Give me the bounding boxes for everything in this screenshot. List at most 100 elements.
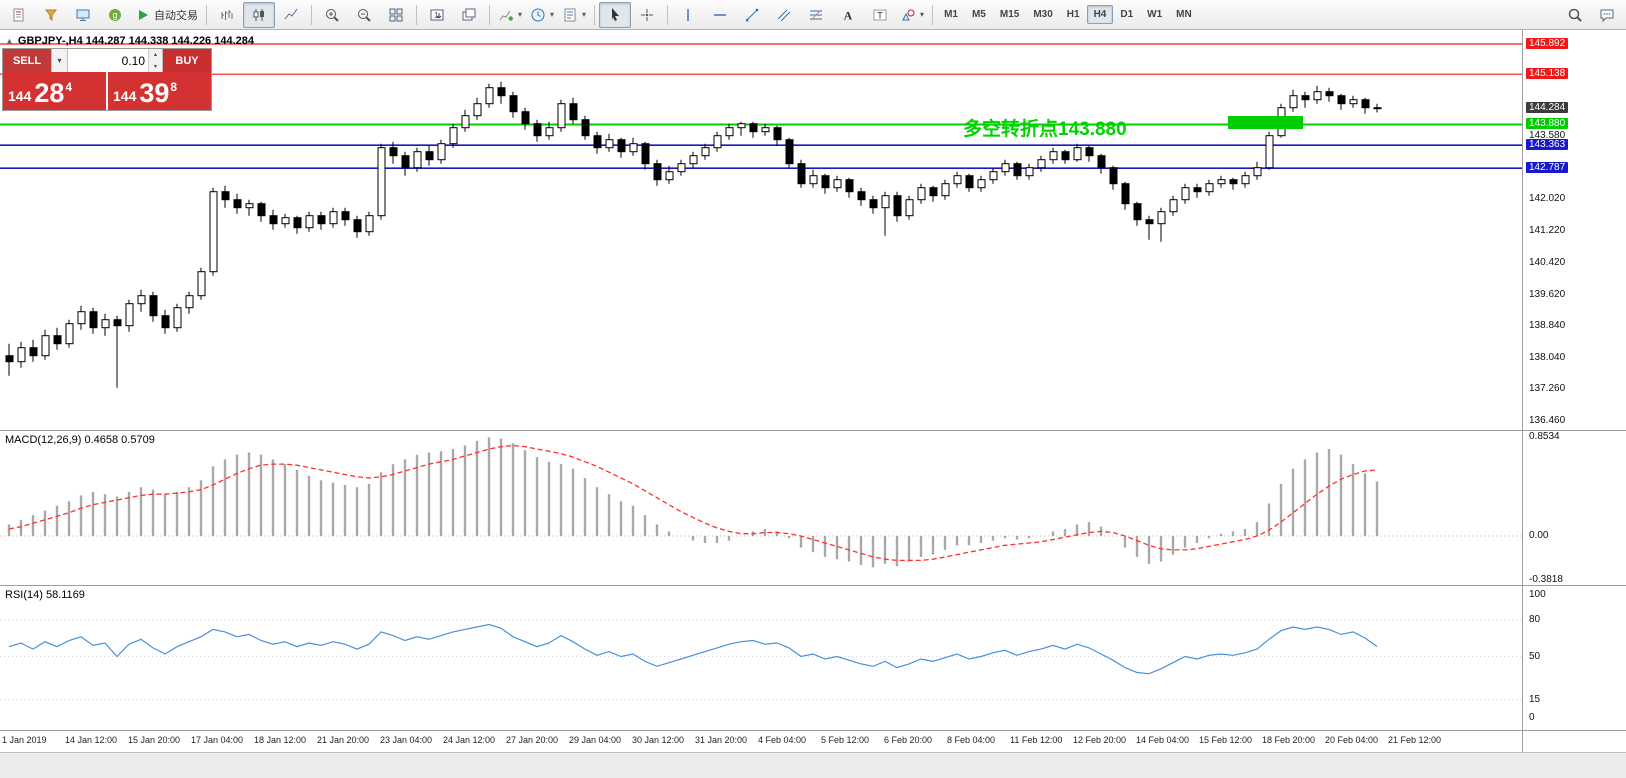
tile-windows-button[interactable] xyxy=(380,2,412,28)
zoom-out-button[interactable] xyxy=(348,2,380,28)
price-tick-label: 140.420 xyxy=(1529,256,1566,268)
price-level-label: 143.363 xyxy=(1526,139,1569,151)
timeframe-button-h1[interactable]: H1 xyxy=(1066,9,1080,20)
time-axis-label: 31 Jan 20:00 xyxy=(695,735,748,745)
crosshair-button[interactable] xyxy=(631,2,663,28)
order-type-dropdown[interactable]: ▾ xyxy=(51,49,68,72)
ask-price[interactable]: 144 39 8 xyxy=(108,72,211,110)
time-axis-label: 27 Jan 20:00 xyxy=(506,735,559,745)
timeframe-button-h4[interactable]: H4 xyxy=(1086,5,1114,24)
volume-up-button[interactable]: ▴ xyxy=(149,49,162,61)
candle-chart-button[interactable] xyxy=(243,1,275,28)
chat-button[interactable] xyxy=(1591,2,1623,28)
volume-down-button[interactable]: ▾ xyxy=(149,60,162,72)
chat-glyph xyxy=(1600,9,1614,22)
price-axis[interactable]: 145.892 145.138 143.880 143.363 142.787 144.2… xyxy=(1522,30,1626,752)
trendline-button[interactable] xyxy=(736,2,768,28)
bid-main: 144 xyxy=(8,88,32,104)
fibo-glyph xyxy=(810,9,823,20)
autotrade-button[interactable]: 自动交易 xyxy=(131,2,202,28)
time-axis-label: 6 Feb 20:00 xyxy=(884,735,933,745)
label-button[interactable]: T xyxy=(864,2,896,28)
bar-chart-button[interactable] xyxy=(211,2,243,28)
macd-axis-label: 0.8534 xyxy=(1529,431,1560,442)
vline-glyph xyxy=(687,8,689,21)
indicators-button[interactable]: ▾ xyxy=(494,2,526,28)
price-tick-label: 138.040 xyxy=(1529,352,1566,364)
time-axis-label: 12 Feb 20:00 xyxy=(1073,735,1127,745)
bid-price[interactable]: 144 28 4 xyxy=(3,72,106,110)
price-chart-canvas[interactable] xyxy=(0,30,1522,430)
macd-pane[interactable]: MACD(12,26,9) 0.4658 0.5709 xyxy=(0,430,1522,585)
bars-glyph xyxy=(221,9,233,20)
new-order-button[interactable] xyxy=(3,2,35,28)
ask-sup: 8 xyxy=(170,80,178,94)
horizontal-line-button[interactable] xyxy=(704,2,736,28)
rsi-axis-label: 15 xyxy=(1529,693,1541,705)
indicator-glyph xyxy=(499,10,513,21)
timeframe-button-m15[interactable]: M15 xyxy=(999,9,1020,20)
pane-separator[interactable] xyxy=(0,585,1626,586)
periods-button[interactable]: ▾ xyxy=(526,2,558,28)
timeframe-button-w1[interactable]: W1 xyxy=(1147,9,1163,20)
one-click-trading-panel: SELL ▾ ▴ ▾ BUY 144 28 4 144 xyxy=(2,48,212,111)
price-tick-label: 141.220 xyxy=(1529,224,1566,236)
channel-glyph xyxy=(777,9,791,21)
chart-ohlc-text: GBPJPY-,H4 144.287 144.338 144.226 144.2… xyxy=(17,35,254,47)
fibonacci-button[interactable] xyxy=(800,2,832,28)
chevron-down-icon: ▾ xyxy=(582,10,587,19)
time-axis-label: 5 Feb 12:00 xyxy=(821,735,870,745)
cursor-glyph xyxy=(612,7,620,21)
cursor-button[interactable] xyxy=(599,1,632,28)
price-chart-pane[interactable]: ▲ GBPJPY-,H4 144.287 144.338 144.226 144… xyxy=(0,30,1522,430)
templates-button[interactable]: ▾ xyxy=(558,2,590,28)
rsi-pane[interactable]: RSI(14) 58.1169 xyxy=(0,585,1522,730)
monitor-glyph xyxy=(76,9,90,21)
sell-button[interactable]: SELL xyxy=(3,49,51,72)
price-level-label: 145.892 xyxy=(1526,38,1569,49)
timeframe-button-mn[interactable]: MN xyxy=(1176,9,1192,20)
toolbar-separator xyxy=(667,4,669,25)
labelT-glyph: T xyxy=(873,9,887,20)
time-axis-label: 20 Feb 04:00 xyxy=(1325,735,1379,745)
alerts-button[interactable] xyxy=(35,2,67,28)
cascade-windows-button[interactable] xyxy=(453,2,485,28)
highlight-rect[interactable] xyxy=(1228,116,1303,129)
time-axis-label: 15 Feb 12:00 xyxy=(1199,735,1253,745)
time-axis-label: 1 Jan 2019 xyxy=(2,735,47,745)
price-tick-label: 136.460 xyxy=(1529,415,1566,427)
channel-button[interactable] xyxy=(768,2,800,28)
buy-button[interactable]: BUY xyxy=(163,49,211,72)
arrange-windows-button[interactable]: 1 xyxy=(421,2,453,28)
vertical-line-button[interactable] xyxy=(672,2,704,28)
timeframe-button-m30[interactable]: M30 xyxy=(1033,9,1053,20)
rsi-axis-label: 100 xyxy=(1529,589,1546,600)
macd-histogram xyxy=(7,437,1379,568)
zoom-in-button[interactable] xyxy=(316,2,348,28)
pane-separator[interactable] xyxy=(0,430,1626,431)
textA-glyph: A xyxy=(844,8,853,22)
toolbar-separator xyxy=(932,4,934,25)
timeframe-button-m1[interactable]: M1 xyxy=(944,9,958,20)
price-tick-label: 139.620 xyxy=(1529,288,1566,300)
market-watch-button[interactable] xyxy=(67,2,99,28)
time-axis-label: 11 Feb 12:00 xyxy=(1010,735,1063,745)
volume-input[interactable] xyxy=(68,49,148,72)
text-button[interactable]: A xyxy=(832,2,864,28)
rsi-axis-label: 50 xyxy=(1529,650,1541,662)
timeframe-button-d1[interactable]: D1 xyxy=(1120,9,1134,20)
tile-glyph xyxy=(389,8,403,21)
line-chart-button[interactable] xyxy=(275,2,307,28)
search-button[interactable] xyxy=(1559,2,1591,28)
clock-glyph xyxy=(531,8,545,21)
time-axis-label: 29 Jan 04:00 xyxy=(569,735,622,745)
rsi-label: RSI(14) 58.1169 xyxy=(5,589,85,601)
arrows-button[interactable]: ▾ xyxy=(896,2,928,28)
timeframe-button-m5[interactable]: M5 xyxy=(971,9,986,20)
chart-text-annotation[interactable]: 多空转折点143.880 xyxy=(963,119,1127,140)
time-axis-label: 30 Jan 12:00 xyxy=(632,735,685,745)
community-button[interactable]: g xyxy=(99,2,131,28)
time-axis[interactable]: 1 Jan 2019 14 Jan 12:00 15 Jan 20:00 17 Jan… xyxy=(0,730,1522,752)
time-axis-label: 15 Jan 20:00 xyxy=(128,735,181,745)
